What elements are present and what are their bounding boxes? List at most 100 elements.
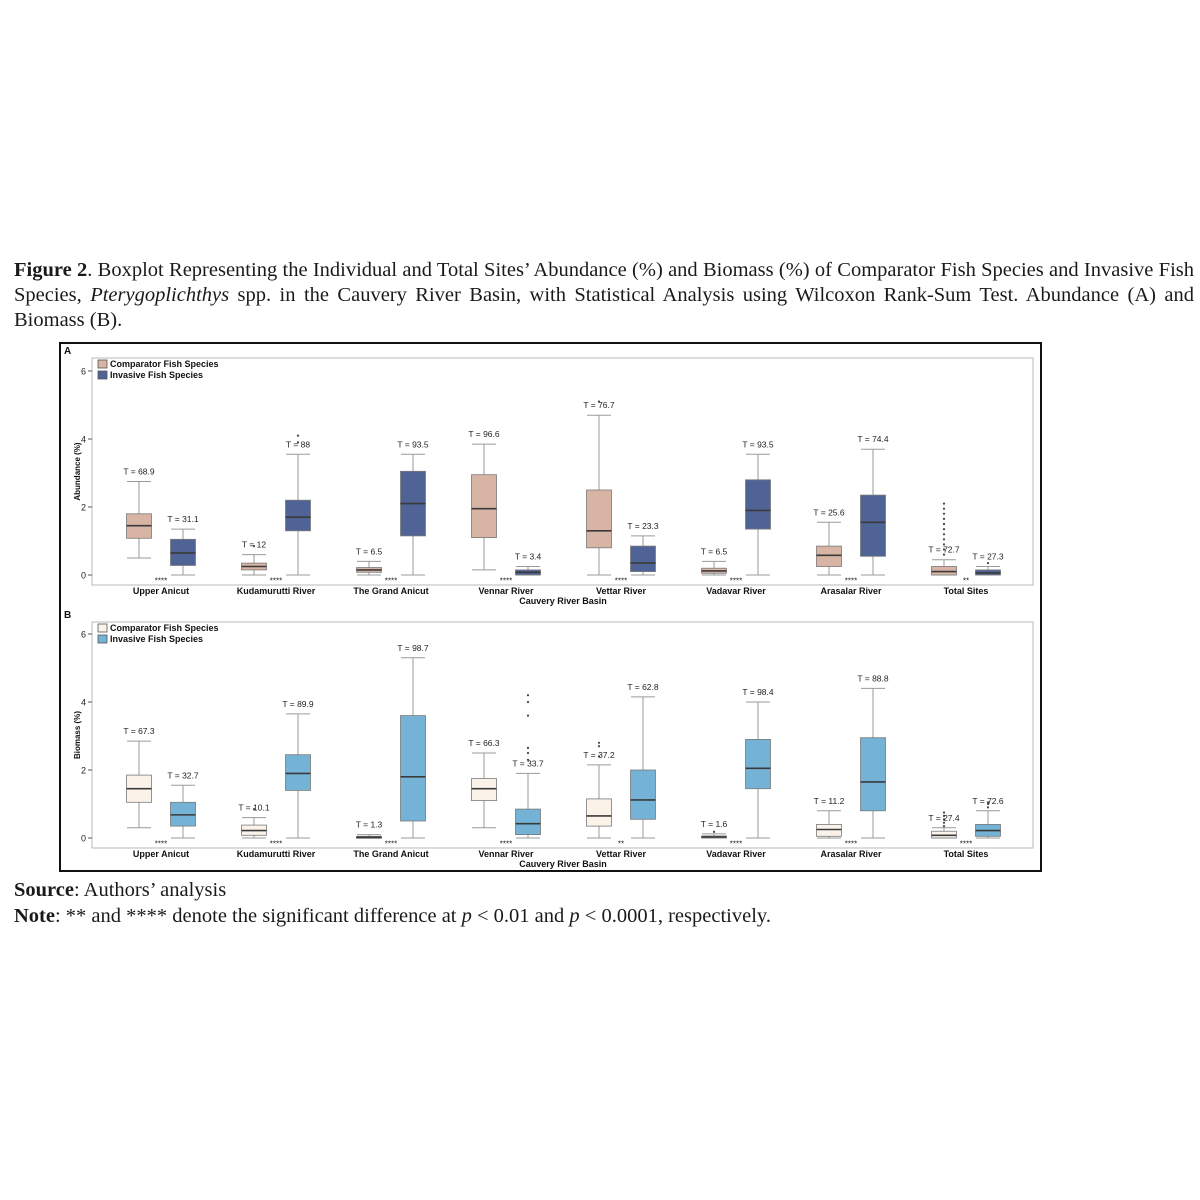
outlier-point — [526, 751, 530, 755]
outlier-point — [597, 755, 601, 758]
significance-stars: ** — [963, 577, 969, 586]
box — [586, 798, 612, 827]
t-label: T = 32.7 — [167, 770, 199, 780]
t-label: T = 33.7 — [512, 758, 544, 768]
x-category-label: Upper Anicut — [133, 849, 189, 859]
x-category-label: Total Sites — [944, 586, 989, 596]
significance-stars: **** — [385, 577, 397, 586]
outlier-point — [252, 808, 256, 811]
box — [630, 545, 656, 572]
significance-stars: **** — [730, 840, 742, 849]
t-label: T = 11.2 — [814, 796, 845, 806]
caption-species-name: Pterygoplichthys — [90, 284, 230, 306]
box — [285, 499, 311, 532]
y-tick-label: 6 — [81, 630, 86, 640]
significance-stars: **** — [155, 840, 167, 849]
x-category-label: The Grand Anicut — [353, 849, 428, 859]
t-label: T = 96.6 — [468, 429, 500, 439]
y-tick-label: 0 — [81, 571, 86, 581]
outlier-point — [986, 806, 990, 809]
t-label: T = 88 — [286, 439, 310, 449]
x-category-label: The Grand Anicut — [353, 586, 428, 596]
outlier-point — [526, 758, 530, 761]
y-axis-label: Abundance (%) — [73, 442, 82, 501]
outlier-point — [712, 830, 716, 833]
t-label: T = 23.3 — [627, 521, 659, 531]
x-category-label: Upper Anicut — [133, 586, 189, 596]
t-label: T = 1.3 — [356, 820, 383, 830]
legend-label-invasive: Invasive Fish Species — [110, 634, 203, 644]
y-tick-label: 6 — [81, 367, 86, 377]
plot-area — [91, 357, 1034, 586]
panel-label: B — [64, 610, 71, 621]
outlier-point — [942, 517, 946, 521]
t-label: T = 62.8 — [627, 682, 659, 692]
note-text-3: < 0.0001, respectively. — [579, 905, 771, 927]
t-label: T = 66.3 — [468, 738, 500, 748]
box — [471, 474, 497, 539]
outlier-point — [526, 746, 530, 750]
x-category-label: Vadavar River — [706, 849, 766, 859]
outlier-point — [942, 533, 946, 536]
t-label: T = 25.6 — [813, 507, 845, 517]
box — [931, 566, 957, 576]
legend-label-invasive: Invasive Fish Species — [110, 370, 203, 380]
note-text-1: : ** and **** denote the significant dif… — [54, 905, 462, 927]
y-tick-label: 4 — [81, 698, 86, 708]
t-label: T = 27.3 — [972, 552, 1004, 562]
significance-stars: **** — [615, 577, 627, 586]
panel-label: A — [64, 346, 71, 357]
t-label: T = 27.4 — [928, 813, 960, 823]
box — [586, 489, 612, 549]
t-label: T = 72.6 — [972, 796, 1004, 806]
outlier-point — [942, 522, 946, 526]
legend-label-comparator: Comparator Fish Species — [110, 359, 219, 369]
outlier-point — [942, 548, 946, 551]
note-text-2: < 0.01 and — [471, 905, 570, 927]
box — [816, 824, 842, 837]
x-category-label: Vettar River — [596, 586, 647, 596]
outlier-point — [296, 441, 300, 444]
box — [860, 494, 886, 557]
t-label: T = 31.1 — [167, 514, 199, 524]
y-tick-label: 2 — [81, 503, 86, 513]
t-label: T = 67.3 — [123, 726, 155, 736]
box — [285, 754, 311, 791]
outlier-point — [986, 802, 990, 806]
significance-stars: **** — [500, 840, 512, 849]
x-axis-label: Cauvery River Basin — [519, 596, 607, 606]
x-category-label: Total Sites — [944, 849, 989, 859]
t-label: T = 88.8 — [857, 673, 889, 683]
x-axis-label: Cauvery River Basin — [519, 859, 607, 869]
source-line: Source: Authors’ analysis — [14, 877, 226, 903]
outlier-point — [597, 400, 601, 403]
significance-stars: ** — [618, 840, 624, 849]
significance-stars: **** — [270, 577, 282, 586]
legend-swatch-comparator — [97, 623, 108, 633]
note-label: Note — [14, 905, 55, 927]
x-category-label: Kudamurutti River — [237, 586, 316, 596]
legend-swatch-invasive — [97, 370, 108, 380]
box — [471, 778, 497, 802]
t-label: T = 1.6 — [701, 819, 728, 829]
y-axis-label: Biomass (%) — [73, 711, 82, 759]
x-category-label: Arasalar River — [820, 849, 882, 859]
outlier-point — [296, 434, 300, 437]
outlier-point — [942, 818, 946, 821]
t-label: T = 37.2 — [583, 750, 615, 760]
outlier-point — [986, 801, 990, 804]
t-label: T = 68.9 — [123, 467, 155, 477]
y-tick-label: 0 — [81, 834, 86, 844]
source-label: Source — [14, 879, 74, 901]
outlier-point — [942, 543, 946, 546]
legend-swatch-comparator — [97, 359, 108, 369]
outlier-point — [942, 528, 946, 531]
t-label: T = 93.5 — [397, 439, 429, 449]
x-category-label: Arasalar River — [820, 586, 882, 596]
outlier-point — [942, 825, 946, 828]
outlier-point — [942, 821, 946, 824]
significance-stars: **** — [155, 577, 167, 586]
legend-swatch-invasive — [97, 634, 108, 644]
t-label: T = 74.4 — [857, 434, 889, 444]
